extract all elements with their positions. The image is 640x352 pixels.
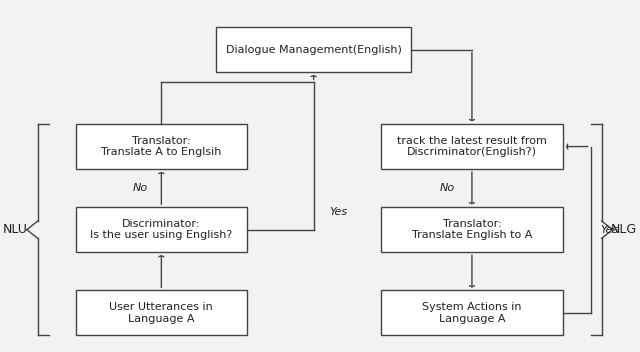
FancyBboxPatch shape bbox=[381, 207, 563, 252]
Text: No: No bbox=[132, 183, 148, 193]
FancyBboxPatch shape bbox=[76, 124, 246, 169]
Text: Dialogue Management(English): Dialogue Management(English) bbox=[226, 45, 401, 55]
FancyBboxPatch shape bbox=[76, 207, 246, 252]
Text: Translator:
Translate English to A: Translator: Translate English to A bbox=[412, 219, 532, 240]
Text: System Actions in
Language A: System Actions in Language A bbox=[422, 302, 522, 323]
FancyBboxPatch shape bbox=[381, 124, 563, 169]
Text: NLG: NLG bbox=[611, 223, 637, 236]
Text: Discriminator:
Is the user using English?: Discriminator: Is the user using English… bbox=[90, 219, 232, 240]
FancyBboxPatch shape bbox=[76, 290, 246, 335]
FancyBboxPatch shape bbox=[381, 290, 563, 335]
FancyBboxPatch shape bbox=[216, 27, 411, 72]
Text: No: No bbox=[440, 183, 455, 193]
Text: Yes: Yes bbox=[329, 207, 347, 218]
Text: NLU: NLU bbox=[3, 223, 28, 236]
Text: User Utterances in
Language A: User Utterances in Language A bbox=[109, 302, 213, 323]
Text: Translator:
Translate A to Englsih: Translator: Translate A to Englsih bbox=[101, 136, 221, 157]
Text: track the latest result from
Discriminator(English?): track the latest result from Discriminat… bbox=[397, 136, 547, 157]
Text: Yes: Yes bbox=[600, 225, 618, 235]
